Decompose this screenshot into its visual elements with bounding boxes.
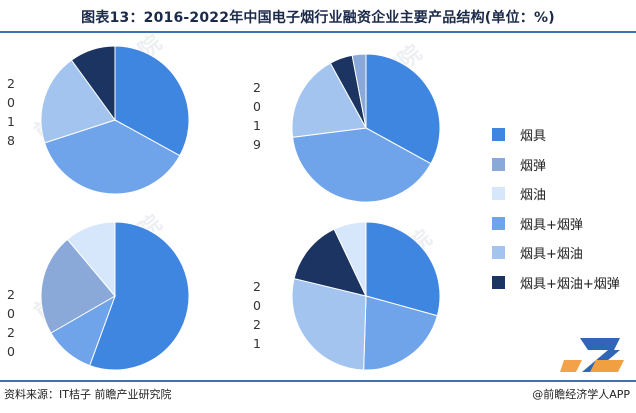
legend-item: 烟油 [492,179,620,209]
legend-label: 烟弹 [520,158,547,174]
legend-swatch [492,187,505,201]
pie-chart-2021 [291,221,441,371]
pie-chart-2019 [291,53,441,203]
pie-slice-2019-烟弹 [351,53,367,129]
legend-item: 烟具 [492,120,620,150]
pie-chart-2018 [40,45,190,195]
pie-slice-2020-烟弹 [40,238,116,334]
pie-slice-2018-烟具+烟弹 [43,119,181,195]
legend: 烟具烟弹烟油烟具+烟弹烟具+烟油烟具+烟油+烟弹 [492,120,620,297]
pie-slice-2020-烟具 [89,221,190,371]
legend-label: 烟具 [520,129,547,145]
legend-swatch [492,216,505,230]
legend-item: 烟弹 [492,150,620,180]
pie-slice-2019-烟具 [365,53,441,165]
pie-slice-2021-烟具+烟油 [291,277,367,371]
legend-label: 烟具+烟弹 [520,217,583,233]
pie-slice-2021-烟具+烟弹 [363,295,438,371]
pie-slice-2021-烟油 [333,221,367,297]
pie-slice-2019-烟具+烟油 [291,62,367,138]
legend-swatch [492,128,505,142]
pie-slice-2021-烟具 [365,221,441,317]
legend-label: 烟具+烟油 [520,247,583,263]
brand-credit: @前瞻经济学人APP [532,388,630,401]
legend-swatch [492,157,505,171]
source-note: 资料来源：IT桔子 前瞻产业研究院 [4,388,172,401]
footer-divider [0,380,636,382]
pie-slice-2018-烟具+烟油+烟弹 [70,45,116,122]
legend-label: 烟具+烟油+烟弹 [520,276,620,292]
legend-swatch [492,275,505,289]
title-divider [0,31,636,33]
legend-swatch [492,246,505,260]
legend-item: 烟具+烟弹 [492,209,620,239]
pie-slice-2018-烟具 [114,45,190,157]
pie-slice-2018-烟具+烟油 [40,59,116,144]
legend-item: 烟具+烟油+烟弹 [492,268,620,298]
brand-logo-icon [560,338,624,372]
legend-item: 烟具+烟油 [492,238,620,268]
legend-label: 烟油 [520,188,547,204]
chart-title: 图表13：2016-2022年中国电子烟行业融资企业主要产品结构(单位：%) [81,10,555,26]
pie-slice-2020-烟油 [66,221,116,298]
pie-slice-2019-烟具+烟弹 [292,127,432,203]
pie-chart-2020 [40,221,190,371]
pie-slice-2021-烟具+烟油+烟弹 [293,228,367,297]
